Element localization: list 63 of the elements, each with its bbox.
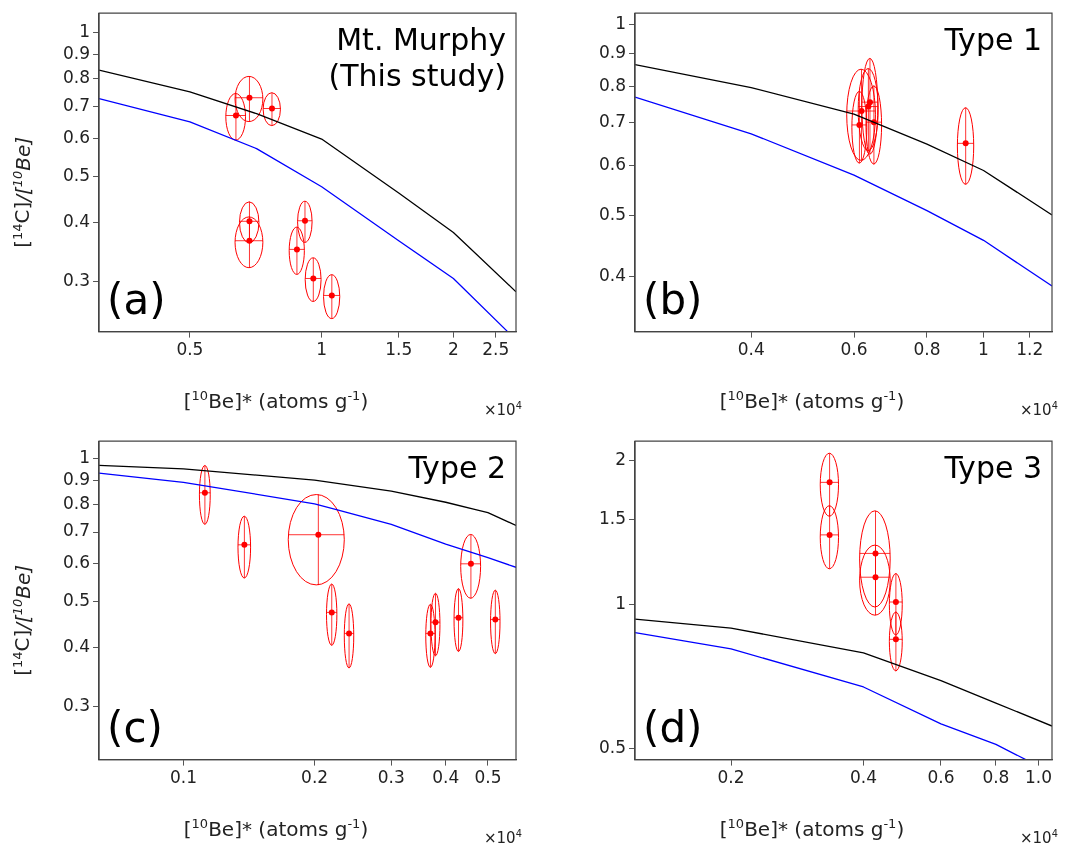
x-tick-label: 0.6 xyxy=(927,767,955,788)
text: ×10$^{4}$ xyxy=(1020,828,1058,847)
x-tick-label: 0.3 xyxy=(377,767,405,788)
x-tick-label: 0.6 xyxy=(840,339,868,360)
y-tick-label: 1.5 xyxy=(598,508,627,529)
x-tick-label: 2 xyxy=(447,339,459,360)
x-tick-label: 0.5 xyxy=(176,339,204,360)
x-tick-label: 0.2 xyxy=(301,767,329,788)
y-tick-label: 0.9 xyxy=(598,42,627,63)
x-axis-title: [$^{10}$Be]* (atoms g$^{-1}$) xyxy=(183,816,369,841)
y-tick-label: 0.7 xyxy=(62,94,91,115)
x-tick-label: 1 xyxy=(316,339,328,360)
y-tick-label: 0.4 xyxy=(62,635,91,656)
y-tick-label: 1 xyxy=(79,20,91,41)
y-tick-label: 0.8 xyxy=(62,492,91,513)
chart-title: Type 1 xyxy=(943,22,1042,57)
annotation: (d) xyxy=(643,702,703,752)
x-tick-label: 1 xyxy=(978,339,989,360)
y-tick-label: 0.6 xyxy=(62,126,91,147)
y-tick-label: 0.3 xyxy=(62,270,91,291)
x-tick-label: 0.4 xyxy=(432,767,460,788)
y-tick-label: 0.5 xyxy=(598,203,627,224)
text: ×10$^{4}$ xyxy=(484,400,522,419)
y-tick-label: 0.4 xyxy=(62,210,91,231)
y-tick-label: 0.9 xyxy=(62,42,91,63)
x-tick-label: 0.2 xyxy=(717,767,745,788)
y-tick-label: 0.8 xyxy=(62,67,91,88)
y-tick-label: 0.5 xyxy=(62,164,91,185)
x-tick-label: 0.5 xyxy=(474,767,502,788)
y-tick-label: 0.6 xyxy=(598,153,627,174)
y-tick-label: 0.9 xyxy=(62,468,91,489)
x-tick-label: 1.2 xyxy=(1016,339,1044,360)
y-tick-label: 0.3 xyxy=(62,695,91,716)
x-tick-label: 0.1 xyxy=(169,767,197,788)
y-tick-label: 2 xyxy=(615,448,627,469)
annotation: (c) xyxy=(107,702,163,752)
annotation: (b) xyxy=(643,274,703,324)
text: ×10$^{4}$ xyxy=(1020,400,1058,419)
text: ×10$^{4}$ xyxy=(484,828,522,847)
y-tick-label: 1 xyxy=(615,13,627,34)
x-tick-label: 2.5 xyxy=(482,339,510,360)
x-axis-title: [$^{10}$Be]* (atoms g$^{-1}$) xyxy=(183,388,369,413)
y-tick-label: 0.5 xyxy=(62,589,91,610)
text: Mt. Murphy (This study) xyxy=(328,22,506,93)
chart-title: Type 2 xyxy=(407,450,506,485)
y-tick-label: 1 xyxy=(615,592,627,613)
y-tick-label: 0.5 xyxy=(598,736,627,757)
x-tick-label: 1.5 xyxy=(385,339,413,360)
annotation: (a) xyxy=(107,274,166,324)
y-tick-label: 0.4 xyxy=(598,265,627,286)
y-tick-label: 0.7 xyxy=(62,520,91,541)
x-tick-label: 0.8 xyxy=(982,767,1010,788)
y-tick-label: 0.6 xyxy=(62,552,91,573)
x-tick-label: 0.4 xyxy=(849,767,877,788)
x-tick-label: 0.4 xyxy=(737,339,765,360)
y-tick-label: 0.8 xyxy=(598,74,627,95)
x-axis-title: [$^{10}$Be]* (atoms g$^{-1}$) xyxy=(719,388,905,413)
x-tick-label: 0.8 xyxy=(913,339,941,360)
x-axis-title: [$^{10}$Be]* (atoms g$^{-1}$) xyxy=(719,816,905,841)
x-tick-label: 1.0 xyxy=(1025,767,1053,788)
y-tick-label: 0.7 xyxy=(598,111,627,132)
y-tick-label: 1 xyxy=(79,447,91,467)
chart-title: Type 3 xyxy=(943,450,1042,485)
